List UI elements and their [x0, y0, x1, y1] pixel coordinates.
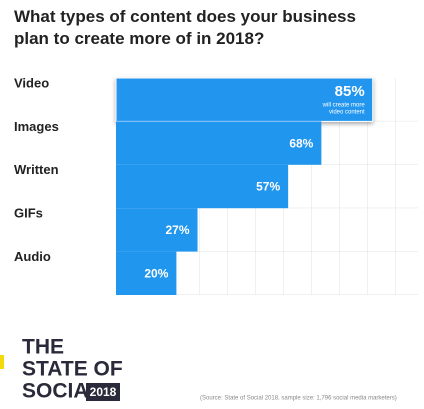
bar	[116, 251, 177, 295]
value-label: 68%	[289, 136, 313, 150]
bar	[116, 208, 198, 252]
bar	[116, 164, 289, 209]
value-label: 85%	[335, 83, 365, 100]
category-label: GIFs	[14, 206, 43, 221]
brand-line: SOCIAL	[22, 380, 102, 403]
chart-title: What types of content does your business…	[14, 7, 356, 48]
brand-line: STATE OF	[22, 358, 123, 381]
brand-icon	[0, 355, 4, 369]
bar	[116, 121, 322, 165]
category-label: Written	[14, 162, 59, 177]
value-label: 57%	[256, 180, 280, 194]
annotation: will create more	[322, 103, 366, 109]
source: (Source: State of Social 2018, sample si…	[200, 396, 397, 402]
brand-year-box	[86, 383, 120, 401]
annotation: video content	[329, 110, 365, 116]
brand-line: THE	[22, 336, 64, 359]
category-label: Audio	[14, 249, 51, 264]
brand-year: 2018	[90, 385, 117, 399]
category-label: Images	[14, 119, 59, 134]
value-label: 20%	[144, 266, 168, 280]
value-label: 27%	[166, 223, 190, 237]
category-label: Video	[14, 75, 49, 90]
